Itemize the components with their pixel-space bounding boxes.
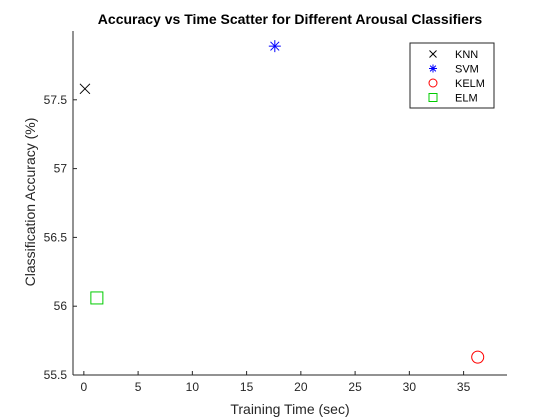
legend-marker-kelm [428, 78, 438, 88]
y-tick-label: 57.5 [44, 93, 68, 107]
legend-label-svm: SVM [455, 64, 479, 76]
legend-marker-knn [429, 50, 437, 58]
y-axis-label: Classification Accuracy (%) [22, 118, 38, 287]
y-tick-label: 55.5 [44, 368, 68, 382]
x-tick-label: 15 [240, 380, 254, 394]
legend-marker-svm [429, 64, 437, 73]
x-tick-label: 35 [457, 380, 471, 394]
x-tick-label: 10 [186, 380, 200, 394]
point-knn [79, 83, 91, 95]
y-tick-label: 57 [54, 162, 68, 176]
x-tick-label: 5 [135, 380, 142, 394]
point-svm [268, 40, 281, 53]
x-axis-label: Training Time (sec) [230, 401, 349, 417]
x-tick-label: 20 [294, 380, 308, 394]
x-tick-label: 30 [403, 380, 417, 394]
legend-label-elm: ELM [455, 93, 478, 105]
point-elm [90, 291, 104, 305]
y-tick-label: 56.5 [44, 230, 68, 244]
legend-label-kelm: KELM [455, 78, 485, 90]
legend-box [409, 42, 495, 109]
legend-label-knn: KNN [455, 49, 478, 61]
chart-title: Accuracy vs Time Scatter for Different A… [98, 11, 483, 27]
point-kelm [471, 350, 485, 364]
legend: KNN SVM KELM ELM [409, 42, 495, 109]
x-tick-label: 25 [348, 380, 362, 394]
legend-marker-elm [428, 93, 438, 102]
x-tick-label: 0 [81, 380, 88, 394]
y-tick-label: 56 [54, 299, 68, 313]
plot-area: 0 5 10 15 20 25 30 35 55.5 56 56.5 57 57.5 [44, 31, 507, 394]
